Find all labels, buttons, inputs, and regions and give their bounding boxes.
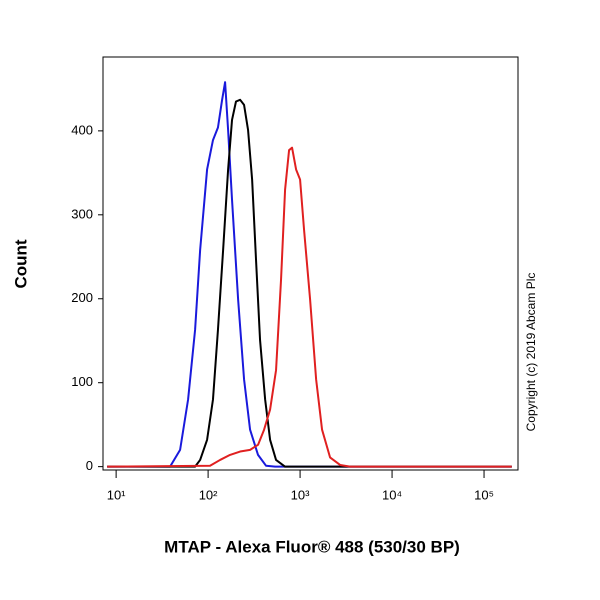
- x-tick-label: 10²: [199, 487, 218, 502]
- histogram-line: [107, 146, 512, 468]
- y-tick-label: 300: [71, 206, 93, 221]
- x-tick-label: 10³: [291, 487, 310, 502]
- x-tick-label: 10¹: [107, 487, 126, 502]
- histogram-line: [107, 81, 512, 468]
- x-tick-label: 10⁴: [382, 487, 402, 502]
- x-tick-label: 10⁵: [474, 487, 494, 502]
- y-tick-label: 200: [71, 290, 93, 305]
- y-tick-label: 400: [71, 122, 93, 137]
- y-tick-label: 0: [86, 458, 93, 473]
- y-axis-title: Count: [11, 239, 30, 288]
- x-axis-title: MTAP - Alexa Fluor® 488 (530/30 BP): [164, 537, 460, 556]
- copyright-note: Copyright (c) 2019 Abcam Plc: [524, 273, 538, 432]
- histogram-line: [107, 98, 512, 468]
- plot-frame: [102, 56, 519, 471]
- y-tick-label: 100: [71, 374, 93, 389]
